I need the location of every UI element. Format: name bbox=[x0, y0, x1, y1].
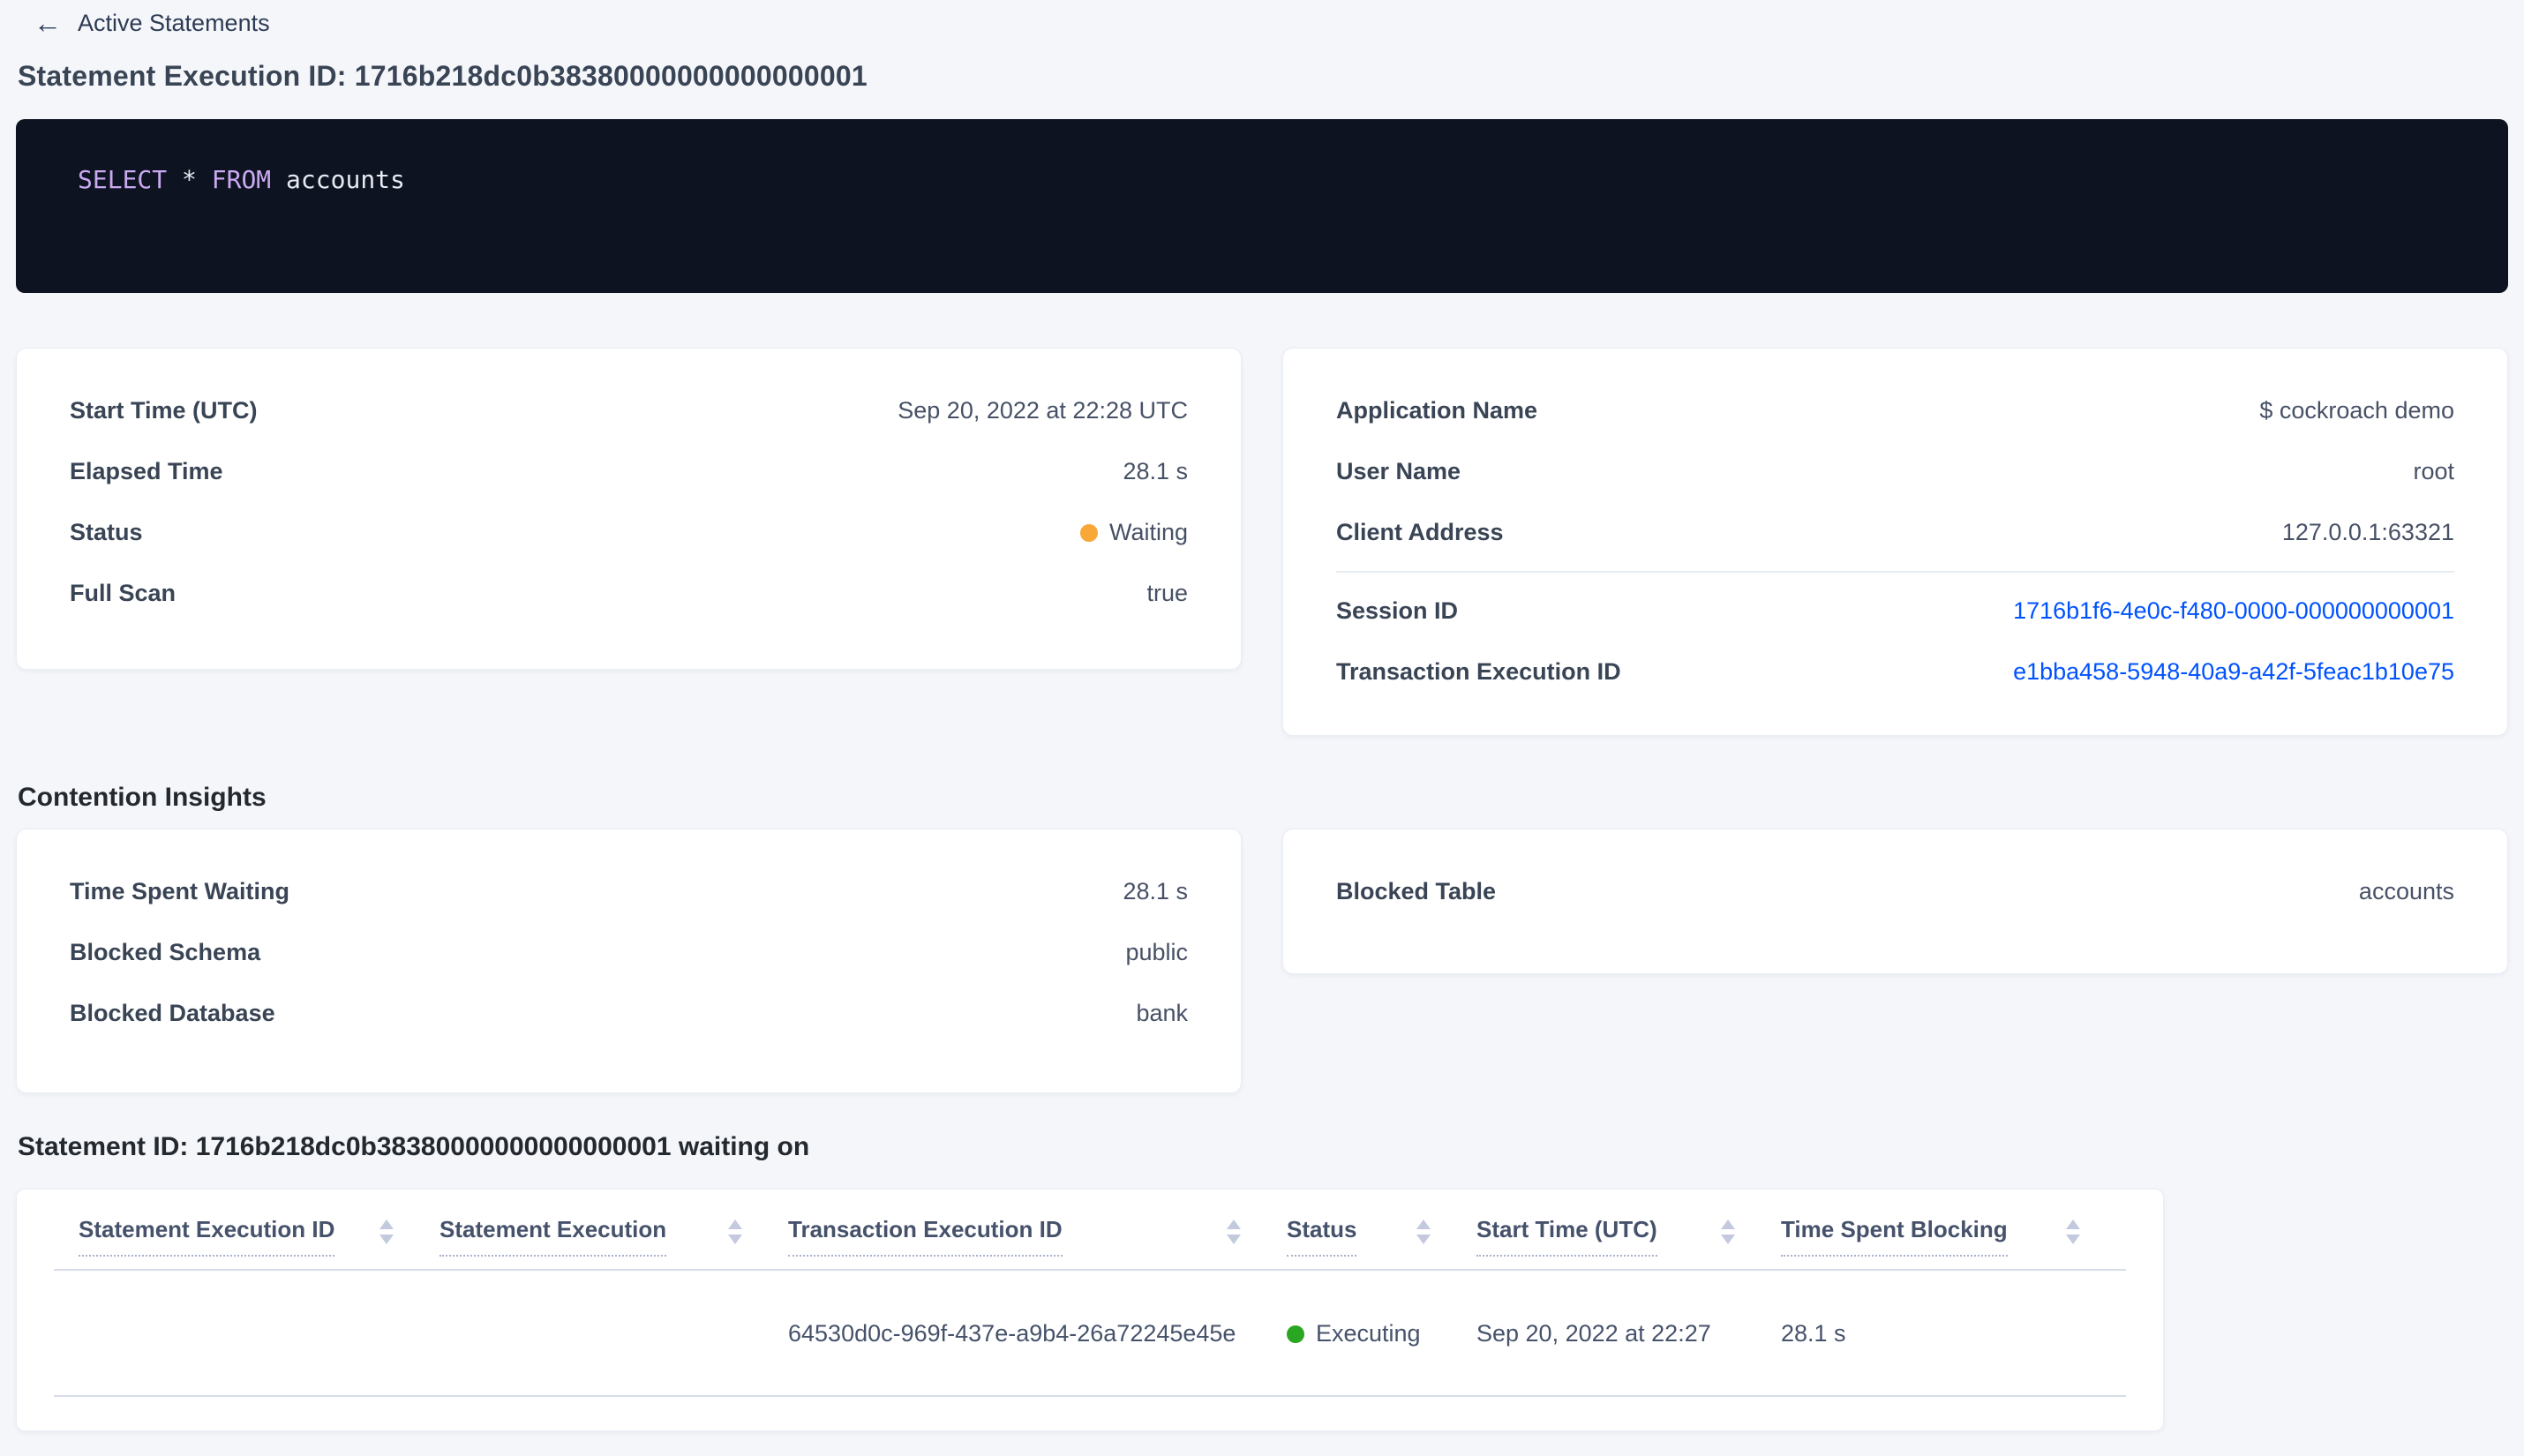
column-header-statement-execution-id[interactable]: Statement Execution ID bbox=[54, 1190, 439, 1271]
client-address-value: 127.0.0.1:63321 bbox=[2281, 519, 2454, 545]
cell-statement-execution bbox=[439, 1270, 788, 1397]
sql-star: * bbox=[167, 165, 212, 194]
user-name-label: User Name bbox=[1336, 458, 1461, 484]
user-name-row: User Name root bbox=[1336, 441, 2454, 502]
page-title: Statement Execution ID: 1716b218dc0b3838… bbox=[18, 60, 868, 92]
breadcrumb: ← Active Statements bbox=[0, 0, 2524, 37]
session-id-link[interactable]: 1716b1f6-4e0c-f480-0000-000000000001 bbox=[2013, 597, 2454, 624]
start-time-label: Start Time (UTC) bbox=[70, 397, 258, 424]
status-row: Status Waiting bbox=[70, 502, 1188, 563]
sort-icon[interactable] bbox=[1416, 1220, 1431, 1244]
back-arrow-icon[interactable]: ← bbox=[34, 7, 62, 39]
status-label: Status bbox=[70, 519, 143, 545]
time-spent-waiting-value: 28.1 s bbox=[1123, 878, 1188, 904]
contention-details-card: Time Spent Waiting 28.1 s Blocked Schema… bbox=[16, 829, 1242, 1093]
sort-icon[interactable] bbox=[1721, 1220, 1735, 1244]
sql-table-name: accounts bbox=[271, 165, 405, 194]
executing-status-text: Executing bbox=[1316, 1320, 1421, 1347]
session-details-card: Application Name $ cockroach demo User N… bbox=[1282, 348, 2508, 736]
start-time-value: Sep 20, 2022 at 22:28 UTC bbox=[898, 397, 1188, 424]
blocked-schema-value: public bbox=[1125, 939, 1188, 965]
blocked-database-value: bank bbox=[1136, 1000, 1188, 1026]
sort-icon[interactable] bbox=[2066, 1220, 2080, 1244]
sort-icon[interactable] bbox=[1227, 1220, 1241, 1244]
back-link-active-statements[interactable]: Active Statements bbox=[78, 9, 270, 36]
blocked-table-row: Blocked Table accounts bbox=[1336, 861, 2454, 922]
client-address-row: Client Address 127.0.0.1:63321 bbox=[1336, 502, 2454, 563]
elapsed-time-label: Elapsed Time bbox=[70, 458, 223, 484]
client-address-label: Client Address bbox=[1336, 519, 1504, 545]
blocked-table-value: accounts bbox=[2358, 878, 2454, 904]
execution-details-card: Start Time (UTC) Sep 20, 2022 at 22:28 U… bbox=[16, 348, 1242, 670]
details-cards-row: Start Time (UTC) Sep 20, 2022 at 22:28 U… bbox=[16, 348, 2508, 736]
blocked-schema-row: Blocked Schema public bbox=[70, 922, 1188, 983]
blocked-database-label: Blocked Database bbox=[70, 1000, 275, 1026]
waiting-on-heading: Statement ID: 1716b218dc0b38380000000000… bbox=[18, 1132, 810, 1161]
session-id-label: Session ID bbox=[1336, 597, 1459, 624]
transaction-execution-id-row: Transaction Execution ID e1bba458-5948-4… bbox=[1336, 642, 2454, 702]
column-header-transaction-execution-id[interactable]: Transaction Execution ID bbox=[788, 1190, 1287, 1271]
start-time-row: Start Time (UTC) Sep 20, 2022 at 22:28 U… bbox=[70, 380, 1188, 441]
user-name-value: root bbox=[2413, 458, 2454, 484]
time-spent-waiting-label: Time Spent Waiting bbox=[70, 878, 290, 904]
column-header-start-time[interactable]: Start Time (UTC) bbox=[1476, 1190, 1781, 1271]
cell-start-time: Sep 20, 2022 at 22:27 bbox=[1476, 1270, 1781, 1397]
blocked-database-row: Blocked Database bank bbox=[70, 983, 1188, 1044]
sql-statement-text: SELECT * FROM accounts bbox=[78, 165, 405, 194]
table-header-row: Statement Execution ID Statement Executi… bbox=[54, 1190, 2126, 1271]
waiting-statements-table-card: Statement Execution ID Statement Executi… bbox=[16, 1189, 2164, 1431]
waiting-statements-table: Statement Execution ID Statement Executi… bbox=[54, 1190, 2126, 1397]
cell-time-spent-blocking: 28.1 s bbox=[1781, 1270, 2126, 1397]
column-header-statement-execution[interactable]: Statement Execution bbox=[439, 1190, 788, 1271]
blocked-schema-label: Blocked Schema bbox=[70, 939, 261, 965]
full-scan-value: true bbox=[1146, 580, 1188, 606]
session-id-row: Session ID 1716b1f6-4e0c-f480-0000-00000… bbox=[1336, 581, 2454, 642]
cell-transaction-execution-id: 64530d0c-969f-437e-a9b4-26a72245e45e bbox=[788, 1270, 1287, 1397]
waiting-status-dot-icon bbox=[1079, 523, 1098, 542]
application-name-row: Application Name $ cockroach demo bbox=[1336, 380, 2454, 441]
application-name-value: $ cockroach demo bbox=[2259, 397, 2454, 424]
executing-status-dot-icon bbox=[1287, 1325, 1304, 1343]
contention-cards-row: Time Spent Waiting 28.1 s Blocked Schema… bbox=[16, 829, 2508, 1093]
application-name-label: Application Name bbox=[1336, 397, 1538, 424]
column-header-status[interactable]: Status bbox=[1287, 1190, 1476, 1271]
column-header-time-spent-blocking[interactable]: Time Spent Blocking bbox=[1781, 1190, 2126, 1271]
blocked-table-card: Blocked Table accounts bbox=[1282, 829, 2508, 974]
transaction-execution-id-link[interactable]: e1bba458-5948-40a9-a42f-5feac1b10e75 bbox=[2013, 658, 2454, 685]
status-text: Waiting bbox=[1108, 519, 1188, 545]
blocked-table-label: Blocked Table bbox=[1336, 878, 1497, 904]
sort-icon[interactable] bbox=[379, 1220, 394, 1244]
contention-insights-heading: Contention Insights bbox=[18, 783, 267, 812]
time-spent-waiting-row: Time Spent Waiting 28.1 s bbox=[70, 861, 1188, 922]
transaction-execution-id-label: Transaction Execution ID bbox=[1336, 658, 1621, 685]
status-value: Waiting bbox=[1079, 519, 1188, 546]
sql-statement-box: SELECT * FROM accounts bbox=[16, 119, 2508, 293]
table-row: 64530d0c-969f-437e-a9b4-26a72245e45e Exe… bbox=[54, 1270, 2126, 1397]
card-divider bbox=[1336, 571, 2454, 573]
sort-icon[interactable] bbox=[728, 1220, 742, 1244]
sql-keyword-from: FROM bbox=[211, 165, 272, 194]
sql-keyword-select: SELECT bbox=[78, 165, 168, 194]
cell-statement-execution-id bbox=[54, 1270, 439, 1397]
full-scan-label: Full Scan bbox=[70, 580, 177, 606]
full-scan-row: Full Scan true bbox=[70, 563, 1188, 624]
elapsed-time-value: 28.1 s bbox=[1123, 458, 1188, 484]
cell-status: Executing bbox=[1287, 1270, 1476, 1397]
elapsed-time-row: Elapsed Time 28.1 s bbox=[70, 441, 1188, 502]
